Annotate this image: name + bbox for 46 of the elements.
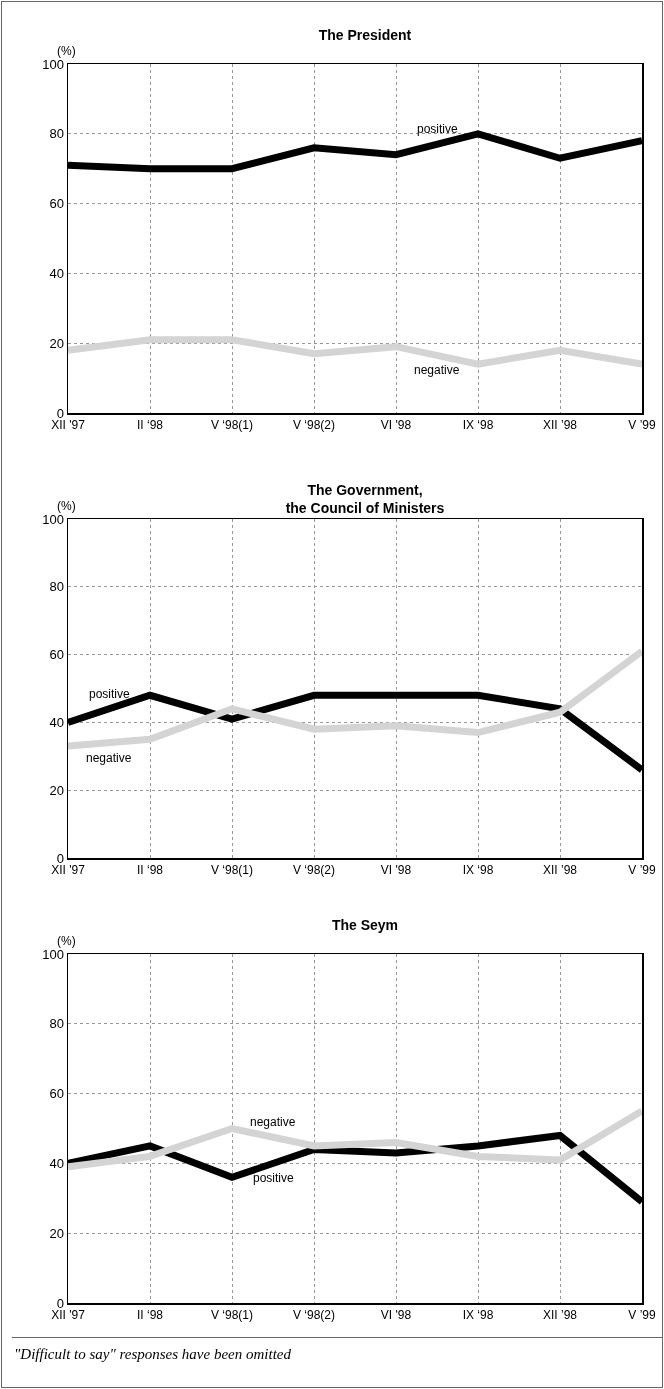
y-tick-label: 80 xyxy=(49,1016,64,1032)
chart-title: The Seym xyxy=(331,917,399,933)
x-tick-label: II ‘98 xyxy=(136,417,164,432)
text: "Difficult to say" responses have been omitted xyxy=(14,1346,292,1363)
x-tick-label: V ‘98(1) xyxy=(210,862,254,877)
chart-title: The Government, the Council of Ministers xyxy=(285,482,445,517)
y-tick-label: 60 xyxy=(49,1086,64,1102)
y-tick-label: 40 xyxy=(49,714,64,730)
x-tick-label: V ’99 xyxy=(628,417,656,432)
y-tick-label: 80 xyxy=(49,579,64,595)
x-tick-label: VI '98 xyxy=(380,1307,412,1322)
y-tick-label: 40 xyxy=(49,265,64,281)
x-tick-label: VI '98 xyxy=(380,862,412,877)
y-axis-title: (%) xyxy=(57,499,76,513)
x-tick-label: IX ‘98 xyxy=(462,1307,494,1322)
x-tick-label: VI '98 xyxy=(380,417,412,432)
chart-title: The President xyxy=(318,27,412,43)
x-tick-label: XII ’98 xyxy=(542,417,578,432)
x-tick-label: II ‘98 xyxy=(136,1307,164,1322)
x-tick-label: V ‘98(1) xyxy=(210,1307,254,1322)
y-tick-label: 20 xyxy=(49,335,64,351)
series-label: negative xyxy=(250,1115,296,1129)
x-tick-label: II ‘98 xyxy=(136,862,164,877)
series-label: positive xyxy=(417,122,459,136)
x-tick-label: V ‘98(2) xyxy=(292,417,336,432)
x-tick-label: IX ‘98 xyxy=(462,417,494,432)
x-tick-label: XII ’98 xyxy=(542,1307,578,1322)
x-tick-label: V ‘98(1) xyxy=(210,417,254,432)
y-tick-label: 40 xyxy=(49,1155,64,1171)
x-tick-label: V ‘98(2) xyxy=(292,862,336,877)
x-tick-label: V ’99 xyxy=(628,1307,656,1322)
x-tick-label: V ‘98(2) xyxy=(292,1307,336,1322)
y-tick-label: 60 xyxy=(49,647,64,663)
series-label: negative xyxy=(414,363,460,377)
series-label: positive xyxy=(253,1171,295,1185)
y-axis-title: (%) xyxy=(57,44,76,58)
y-tick-label: 20 xyxy=(49,782,64,798)
y-tick-label: 80 xyxy=(49,126,64,142)
x-tick-label: XII ’98 xyxy=(542,862,578,877)
y-axis-title: (%) xyxy=(57,934,76,948)
y-tick-label: 20 xyxy=(49,1225,64,1241)
series-label: positive xyxy=(89,687,131,701)
series-label: negative xyxy=(86,751,132,765)
x-tick-label: IX ‘98 xyxy=(462,862,494,877)
x-tick-label: V ’99 xyxy=(628,862,656,877)
y-tick-label: 60 xyxy=(49,196,64,212)
